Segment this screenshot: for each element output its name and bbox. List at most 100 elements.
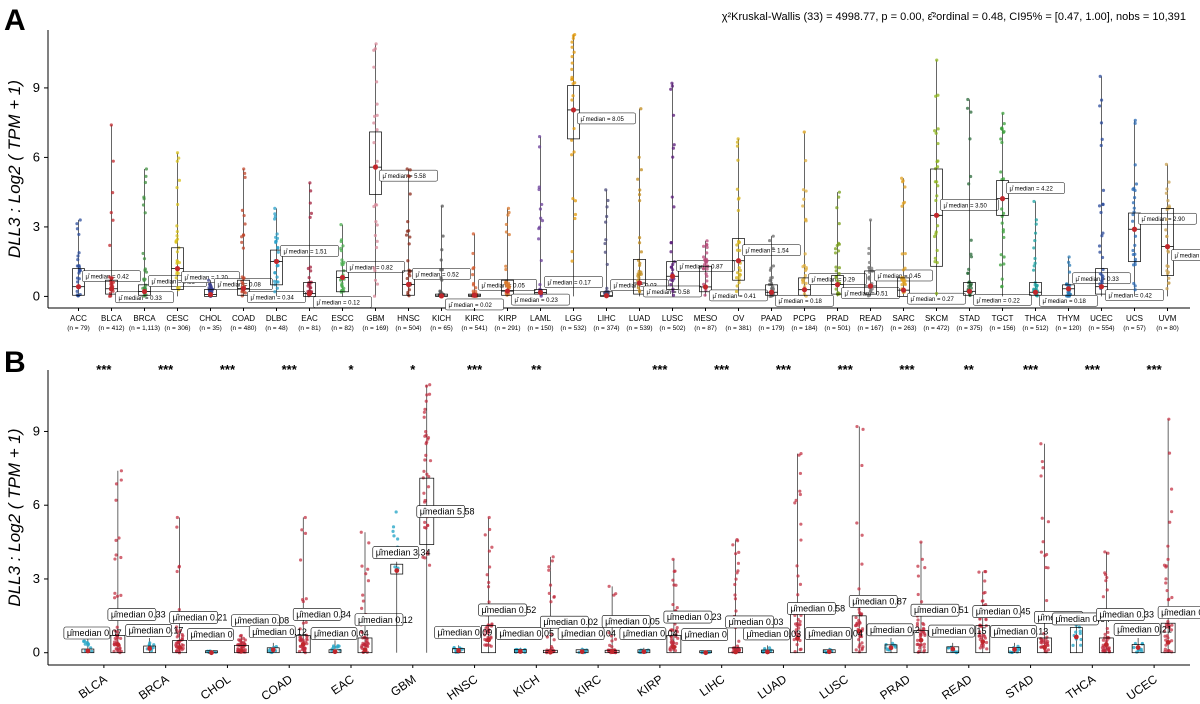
data-point [804,159,808,163]
box-rect [864,270,877,295]
data-point [76,280,80,284]
group-brca: *** μ̂median 0.17 μ̂median 0.21 BRCA [125,362,227,703]
tumor-point [860,533,864,537]
tumor-median-label-box [787,602,836,615]
tumor-point [483,629,487,633]
data-point [570,138,574,142]
data-point [1133,118,1137,122]
data-point [835,279,840,283]
median-dot [1032,289,1039,295]
tumor-point [427,392,432,396]
normal-median-label: μ̂median 0.17 [129,626,184,636]
median-label: μ̂ median = 0.22 [977,298,1021,304]
data-point [407,229,411,233]
tumor-point [734,552,738,556]
sample-size-label: (n = 532) [560,325,586,332]
data-point [804,281,808,285]
significance-label: *** [1147,362,1163,377]
data-point [1067,270,1072,274]
data-point [637,235,642,240]
tumor-point [486,631,490,635]
tumor-point [426,437,430,441]
tumor-point [119,469,124,473]
sample-size-label: (n = 167) [857,325,883,332]
normal-median-label: μ̂median 0.04 [561,629,616,639]
data-point [408,192,412,196]
data-point [901,179,905,183]
tumor-point [734,577,738,581]
tumor-point [922,642,927,646]
box-sarc: μ̂ median = 0.27 SARC (n = 263) [890,176,966,332]
data-point [966,97,970,102]
sample-size-label: (n = 374) [593,325,619,332]
tumor-point [671,557,675,561]
data-point [405,167,409,171]
data-point [967,267,971,271]
tumor-point [674,641,679,646]
normal-median-label: μ̂median 0 [190,630,232,640]
box-rect [897,277,910,297]
normal-point [391,529,395,533]
tumor-point [985,647,989,651]
tumor-point [792,637,796,642]
median-label-box [1171,249,1200,261]
tumor-point [978,617,982,621]
significance-label: ** [531,362,542,377]
tumor-point [304,597,308,601]
data-point [636,286,640,290]
x-tick-label: COAD [232,314,255,323]
tumor-box [975,625,991,654]
box-lgg: μ̂ median = 8.05 LGG (n = 532) [560,33,636,332]
tumor-point [297,649,302,654]
sample-size-label: (n = 381) [725,325,751,332]
tumor-point [424,442,428,446]
data-point [275,286,279,290]
data-point [935,160,939,164]
box-ucec: μ̂ median = 0.42 UCEC (n = 554) [1088,74,1164,332]
data-point [77,232,81,237]
tumor-point [1039,550,1043,554]
x-tick-label: UCS [1126,314,1143,323]
data-point [143,268,147,272]
tumor-point [360,564,364,568]
tumor-point [1165,588,1169,593]
data-point [75,227,80,231]
group-eac: * μ̂median 0.04 μ̂median 0.12 EAC [310,362,413,698]
data-point [275,275,279,279]
tumor-point [427,475,431,479]
data-point [142,257,147,261]
data-point [144,283,148,287]
tumor-point [798,623,802,627]
box-rect [930,168,943,267]
data-point [1000,221,1004,225]
box-rect [633,259,646,295]
x-tick-label: KICH [432,314,451,323]
data-point [735,140,740,144]
data-point [276,263,280,268]
normal-median-label-box [743,627,790,641]
data-point [111,159,115,163]
x-tick-label: BLCA [101,314,123,323]
tumor-point [735,571,739,575]
tumor-point [422,525,427,530]
tumor-point [669,637,674,641]
tumor-point [795,621,799,626]
tumor-median-label: μ̂median 0.02 [543,617,598,627]
normal-median-label-box [434,626,481,639]
data-point [1100,279,1104,283]
data-point [375,223,379,227]
data-point [1000,207,1004,211]
median-label-box [577,112,636,125]
data-point [671,155,675,159]
data-point [705,279,709,283]
tumor-box [1160,622,1176,654]
tumor-point [860,562,864,566]
normal-median-label: μ̂median 0.15 [932,626,987,636]
data-point [273,206,277,210]
data-point [573,216,577,221]
tumor-point [175,525,179,529]
tumor-point [1041,638,1046,642]
tumor-point [613,637,618,641]
tumor-point [1040,516,1044,520]
data-point [439,258,443,262]
